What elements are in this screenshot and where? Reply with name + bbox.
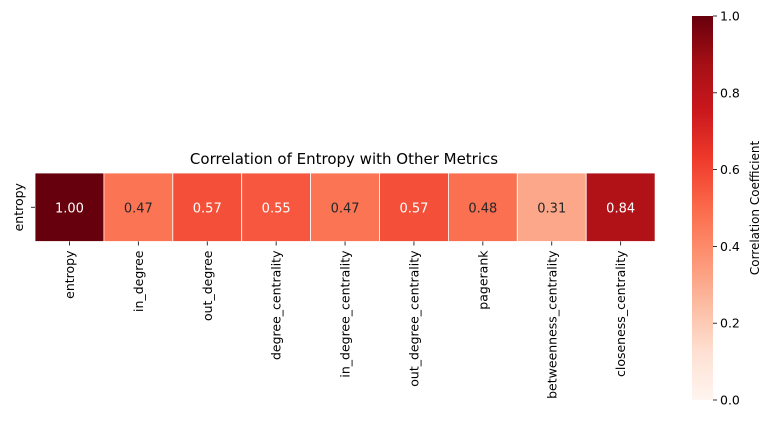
x-tick-label: degree_centrality	[269, 250, 284, 360]
heatmap-cell	[103, 172, 174, 242]
cell-value-label: 0.57	[399, 201, 428, 216]
heatmap-cell	[310, 172, 380, 242]
cell-value-label: 0.47	[331, 201, 360, 216]
x-tick-label: closeness_centrality	[613, 250, 628, 377]
y-tick-label: entropy	[11, 182, 26, 231]
colorbar-tick-label: 0.8	[720, 85, 740, 100]
heatmap-axis-labels: entropy in_degree out_degree degree_central…	[11, 182, 628, 398]
colorbar: Correlation Coefficient 0.0 0.2 0.4 0.6 0.8 1…	[692, 9, 762, 408]
heatmap-cell	[172, 172, 243, 242]
x-tick-label: out_degree_centrality	[406, 250, 421, 387]
cell-value-label: 1.00	[55, 201, 84, 216]
colorbar-tick-label: 1.0	[720, 9, 740, 24]
x-tick-label: in_degree	[131, 250, 146, 312]
colorbar-label: Correlation Coefficient	[748, 141, 762, 276]
heatmap-cell	[241, 172, 311, 242]
cell-value-label: 0.48	[468, 201, 497, 216]
heatmap-cell	[516, 172, 587, 242]
cell-value-label: 0.31	[537, 201, 566, 216]
heatmap-cell	[379, 172, 449, 242]
colorbar-gradient	[692, 16, 713, 400]
cell-value-label: 0.47	[124, 201, 153, 216]
x-tick-label: out_degree	[200, 250, 215, 321]
cell-value-label: 0.57	[193, 201, 222, 216]
x-tick-label: pagerank	[475, 250, 490, 310]
colorbar-tick-label: 0.4	[720, 239, 740, 254]
chart-title: Correlation of Entropy with Other Metric…	[190, 150, 498, 168]
colorbar-tick-label: 0.0	[720, 393, 740, 408]
x-tick-label: betweenness_centrality	[544, 250, 559, 399]
cell-value-label: 0.55	[262, 201, 291, 216]
colorbar-tick-label: 0.6	[720, 162, 740, 177]
cell-value-label: 0.84	[606, 201, 635, 216]
heatmap-cell	[34, 172, 105, 242]
heatmap-cells: 1.00 0.47 0.57 0.55 0.47 0.57 0.48 0.31 0.84	[34, 172, 656, 242]
x-tick-label: in_degree_centrality	[338, 250, 353, 378]
colorbar-tick-label: 0.2	[720, 316, 740, 331]
x-tick-label: entropy	[62, 250, 77, 299]
